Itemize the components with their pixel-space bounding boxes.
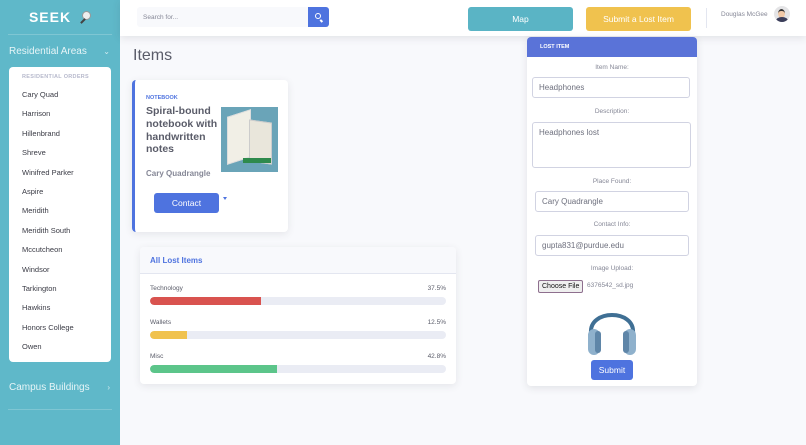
contact-button[interactable]: Contact [154,193,219,213]
search-button[interactable] [308,7,329,27]
submenu-item-aspire[interactable]: Aspire [22,186,44,196]
chevron-right-icon: › [107,382,110,392]
brand-name: SEEK [28,9,72,25]
item-name-label: Item Name: [595,64,629,71]
item-location: Cary Quadrangle [146,169,211,178]
progress-bar [150,365,446,373]
form-header: Lost Item [527,37,697,57]
submenu-item-honors-college[interactable]: Honors College [22,322,74,332]
progress-fill [150,297,261,305]
submenu-item-tarkington[interactable]: Tarkington [22,283,57,293]
sidebar-item-campus-buildings[interactable]: Campus Buildings › [0,371,120,403]
stat-value: 12.5% [427,319,446,326]
contact-info-label: Contact Info: [593,221,631,228]
sidebar-item-label: Residential Areas [9,45,87,57]
headphones-preview-image [588,313,636,355]
item-card: Notebook Spiral-bound notebook with hand… [132,80,288,232]
stat-label: Technology [150,285,183,292]
lost-items-stats-card: All Lost Items Technology 37.5% Wallets … [140,247,456,384]
brand-logo[interactable]: SEEK [0,0,120,34]
submenu-item-hillenbrand[interactable]: Hillenbrand [22,128,60,138]
stat-label: Wallets [150,319,172,326]
file-name: 6376542_sd.jpg [587,282,634,289]
description-label: Description: [594,108,630,115]
image-upload-label: Image Upload: [590,265,634,272]
user-menu[interactable]: Douglas McGee [721,6,790,22]
lost-item-form: Lost Item Item Name: Description: Headph… [527,37,697,386]
stats-title: All Lost Items [140,247,456,274]
place-found-input[interactable] [535,191,689,212]
item-name-input[interactable] [532,77,690,98]
sidebar-item-label: Campus Buildings [9,381,90,393]
submenu-item-cary-quad[interactable]: Cary Quad [22,90,59,99]
stat-row-wallets: Wallets 12.5% [150,319,446,339]
stat-row-misc: Misc 42.8% [150,353,446,373]
submenu-item-mccutcheon[interactable]: Mccutcheon [22,245,63,255]
avatar [773,6,790,22]
stat-label: Misc [150,353,164,360]
sidebar-divider [8,34,112,35]
progress-fill [150,331,187,339]
caret-down-icon[interactable] [223,197,227,200]
choose-file-button[interactable]: Choose File [538,280,584,293]
submit-lost-item-button[interactable]: Submit a Lost Item [586,7,691,31]
sidebar-divider [8,409,112,410]
submenu-item-owen[interactable]: Owen [22,342,42,352]
submenu-item-meridith[interactable]: Meridith [22,206,49,216]
topbar-divider [706,8,707,28]
description-textarea[interactable]: Headphones lost [532,122,691,168]
submenu-item-shreve[interactable]: Shreve [22,148,46,158]
place-found-label: Place Found: [592,178,632,185]
search-group [137,7,329,27]
submenu-item-harrison[interactable]: Harrison [22,109,51,119]
search-input[interactable] [137,7,308,27]
submenu-header: Residential Orders [22,74,90,80]
submenu-item-windsor[interactable]: Windsor [22,264,50,274]
submenu-item-meridith-south[interactable]: Meridith South [22,225,71,235]
stat-value: 42.8% [427,353,446,360]
search-icon [315,13,321,19]
stat-value: 37.5% [427,285,446,292]
progress-bar [150,331,446,339]
submit-button[interactable]: Submit [591,360,633,380]
stat-row-technology: Technology 37.5% [150,285,446,305]
sidebar-item-residential-areas[interactable]: Residential Areas ⌄ [0,35,120,67]
progress-bar [150,297,446,305]
map-button[interactable]: Map [468,7,573,31]
submenu-item-hawkins[interactable]: Hawkins [22,303,51,313]
item-title: Spiral-bound notebook with handwritten n… [146,105,218,156]
residential-submenu: Residential Orders Cary Quad Harrison Hi… [9,67,111,362]
sidebar: SEEK Residential Areas ⌄ Residential Ord… [0,0,120,445]
contact-info-input[interactable] [535,235,689,256]
topbar: Map Submit a Lost Item Douglas McGee [120,0,806,36]
item-photo [221,107,278,172]
progress-fill [150,365,277,373]
page-title: Items [133,47,173,64]
chevron-down-icon: ⌄ [103,46,110,56]
magnifier-icon [79,11,92,23]
submenu-item-winifred-parker[interactable]: Winifred Parker [22,167,74,177]
user-name: Douglas McGee [721,10,768,18]
item-category: Notebook [146,95,178,101]
